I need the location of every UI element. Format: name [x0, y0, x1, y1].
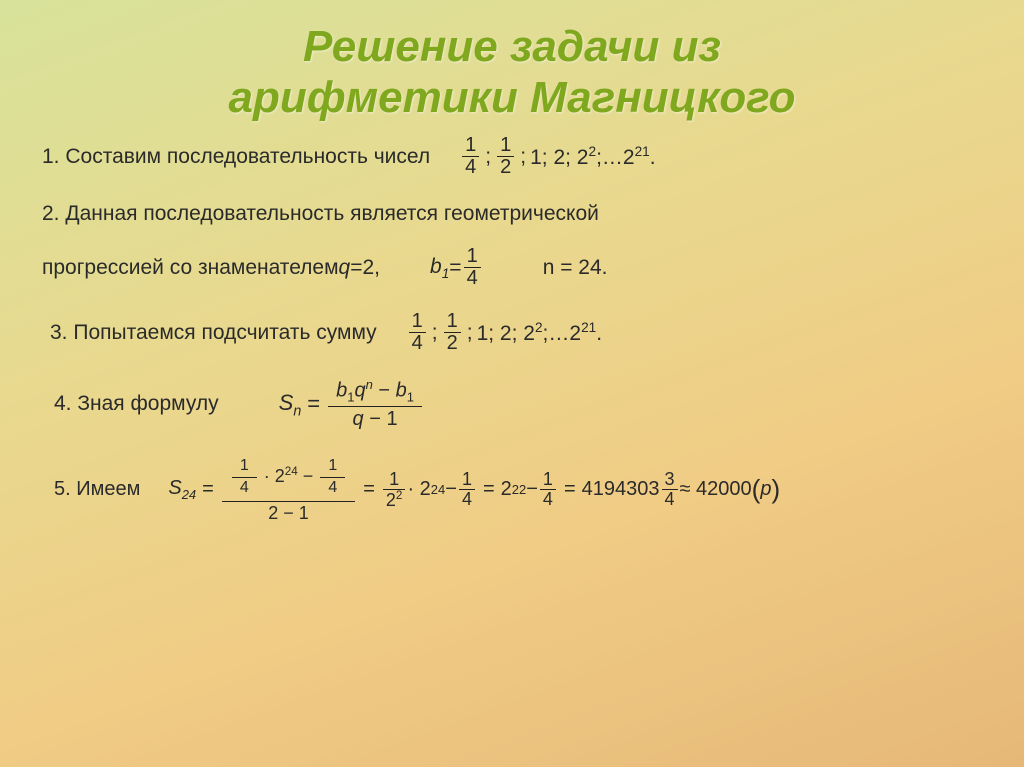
frac-1-2: 1 2 — [497, 135, 514, 178]
n-value: n = 24. — [543, 256, 608, 280]
slide-title: Решение задачи из арифметики Магницкого — [0, 0, 1024, 135]
s5-term2: 1 22 · 224 − 1 4 — [381, 470, 477, 510]
step-3: 3. Попытаемся подсчитать сумму 1 4 ; 1 2… — [50, 311, 982, 354]
s5-approx: ≈ 42000 — [680, 478, 752, 501]
s5-term3: 222 − 1 4 — [501, 470, 558, 509]
slide-content: 1. Составим последовательность чисел 1 4… — [0, 135, 1024, 525]
step-1: 1. Составим последовательность чисел 1 4… — [42, 135, 982, 178]
step1-sequence: 1 4 ; 1 2 ; 1; 2; 22;…221. — [460, 135, 655, 178]
Sn-symbol: Sn — [279, 390, 302, 419]
step1-text: 1. Составим последовательность чисел — [42, 145, 430, 169]
step-4: 4. Зная формулу Sn = b1qn − b1 q − 1 — [54, 376, 982, 432]
step-2: 2. Данная последовательность является ге… — [42, 202, 982, 289]
b1-lhs: b1 — [430, 255, 449, 281]
seq-tail-b: 1; 2; 22;…221. — [477, 320, 603, 346]
b1-value: 1 4 — [464, 246, 481, 289]
S24-symbol: S24 — [168, 477, 196, 502]
frac-1-4: 1 4 — [462, 135, 479, 178]
q-symbol: q — [339, 256, 351, 280]
step-5: 5. Имеем S24 = 1 4 · 224 − 1 4 2 − 1 — [54, 454, 982, 524]
step2-line1: 2. Данная последовательность является ге… — [42, 202, 982, 226]
step4-text: 4. Зная формулу — [54, 392, 219, 416]
Sn-fraction: b1qn − b1 q − 1 — [328, 376, 422, 432]
step5-expression: S24 = 1 4 · 224 − 1 4 2 − 1 = — [168, 454, 780, 524]
title-line2: арифметики Магницкого — [228, 73, 795, 122]
frac-1-4-b: 1 4 — [409, 311, 426, 354]
step3-sequence: 1 4 ; 1 2 ; 1; 2; 22;…221. — [407, 311, 602, 354]
step5-text: 5. Имеем — [54, 478, 140, 501]
frac-1-2-b: 1 2 — [444, 311, 461, 354]
s5-frac1: 1 4 · 224 − 1 4 2 − 1 — [222, 454, 355, 524]
s5-mixed: 4194303 3 4 — [582, 470, 680, 509]
title-line1: Решение задачи из — [303, 22, 721, 71]
p-symbol: p — [760, 478, 771, 501]
seq-tail: 1; 2; 22;…221. — [530, 144, 656, 170]
step3-text: 3. Попытаемся подсчитать сумму — [50, 321, 377, 345]
step4-formula: Sn = b1qn − b1 q − 1 — [279, 376, 424, 432]
step2-line2: прогрессией со знаменателем q =2, b1 = 1… — [42, 246, 982, 289]
